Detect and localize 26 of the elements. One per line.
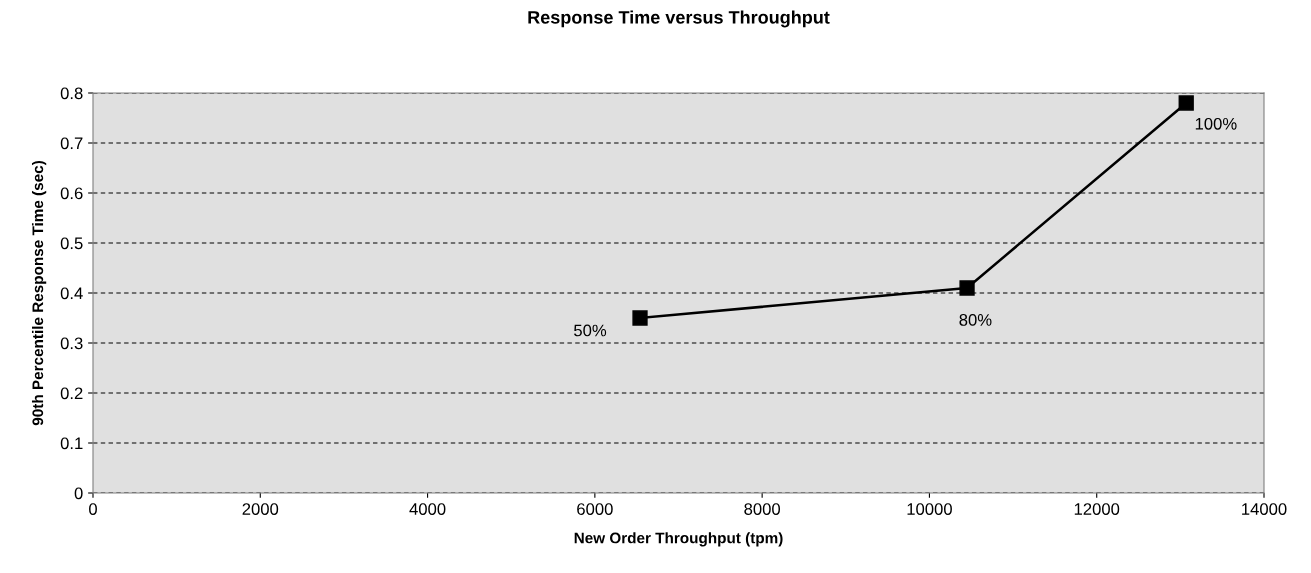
x-tick-label: 2000 <box>242 503 279 515</box>
y-axis-title: 90th Percentile Response Time (sec) <box>31 161 47 426</box>
x-tick-label: 0 <box>89 503 97 515</box>
annotation: 100% <box>1195 117 1237 130</box>
x-tick-label: 4000 <box>409 503 446 515</box>
x-axis-title: New Order Throughput (tpm) <box>574 532 783 547</box>
annotation: 50% <box>574 324 607 337</box>
chart-title: Response Time versus Throughput <box>528 10 830 28</box>
y-tick-label: 0.3 <box>60 337 83 350</box>
y-tick-label: 0.6 <box>60 187 83 200</box>
point <box>1178 95 1194 111</box>
x-tick-label: 10000 <box>907 503 952 515</box>
point <box>632 310 648 326</box>
annotation: 80% <box>959 314 992 326</box>
y-tick-label: 0.1 <box>60 437 83 450</box>
y-tick-label: 0.5 <box>60 237 83 250</box>
y-tick-label: 0.2 <box>60 387 83 400</box>
y-tick-label: 0.4 <box>60 287 83 300</box>
y-tick-label: 0.8 <box>60 87 83 100</box>
point <box>959 280 975 296</box>
x-tick-label: 6000 <box>577 503 613 515</box>
y-tick-label: 0 <box>74 487 83 500</box>
x-tick-label: 12000 <box>1074 503 1120 515</box>
x-tick-label: 14000 <box>1242 503 1287 515</box>
y-tick-label: 0.7 <box>60 137 83 150</box>
x-tick-label: 8000 <box>744 503 781 515</box>
